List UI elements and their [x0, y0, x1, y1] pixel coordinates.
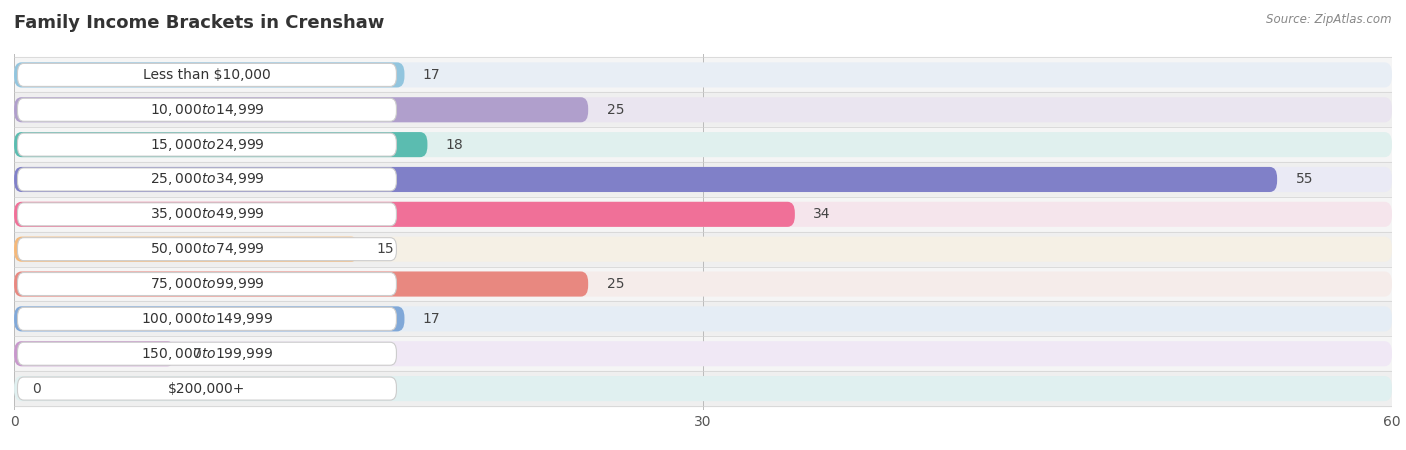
- FancyBboxPatch shape: [14, 63, 1392, 87]
- Text: $35,000 to $49,999: $35,000 to $49,999: [149, 206, 264, 222]
- Text: $25,000 to $34,999: $25,000 to $34,999: [149, 171, 264, 188]
- Bar: [14, 127, 1392, 162]
- FancyBboxPatch shape: [14, 271, 1392, 297]
- FancyBboxPatch shape: [14, 97, 588, 122]
- FancyBboxPatch shape: [14, 132, 1392, 157]
- Text: $10,000 to $14,999: $10,000 to $14,999: [149, 102, 264, 118]
- Bar: [14, 302, 1392, 336]
- FancyBboxPatch shape: [14, 132, 427, 157]
- FancyBboxPatch shape: [17, 168, 396, 191]
- FancyBboxPatch shape: [14, 341, 1392, 366]
- Bar: [14, 92, 1392, 127]
- Text: Family Income Brackets in Crenshaw: Family Income Brackets in Crenshaw: [14, 14, 384, 32]
- FancyBboxPatch shape: [14, 271, 588, 297]
- FancyBboxPatch shape: [17, 238, 396, 261]
- FancyBboxPatch shape: [17, 307, 396, 330]
- FancyBboxPatch shape: [14, 237, 359, 262]
- Bar: [14, 58, 1392, 92]
- Text: 18: 18: [446, 138, 464, 152]
- Text: $200,000+: $200,000+: [169, 382, 246, 396]
- Text: 0: 0: [32, 382, 41, 396]
- FancyBboxPatch shape: [17, 273, 396, 296]
- Text: 17: 17: [423, 68, 440, 82]
- FancyBboxPatch shape: [17, 377, 396, 400]
- Bar: [14, 266, 1392, 302]
- Text: 25: 25: [606, 277, 624, 291]
- FancyBboxPatch shape: [14, 306, 1392, 332]
- Bar: [14, 336, 1392, 371]
- Bar: [14, 232, 1392, 266]
- Text: $75,000 to $99,999: $75,000 to $99,999: [149, 276, 264, 292]
- FancyBboxPatch shape: [14, 306, 405, 332]
- Bar: [14, 371, 1392, 406]
- Text: 17: 17: [423, 312, 440, 326]
- FancyBboxPatch shape: [17, 342, 396, 365]
- Text: 34: 34: [813, 207, 831, 221]
- FancyBboxPatch shape: [14, 376, 1392, 401]
- FancyBboxPatch shape: [14, 167, 1277, 192]
- Text: 15: 15: [377, 242, 395, 256]
- Bar: [14, 162, 1392, 197]
- FancyBboxPatch shape: [17, 63, 396, 86]
- FancyBboxPatch shape: [14, 237, 1392, 262]
- Text: 25: 25: [606, 103, 624, 117]
- FancyBboxPatch shape: [14, 341, 174, 366]
- FancyBboxPatch shape: [14, 202, 1392, 227]
- FancyBboxPatch shape: [17, 98, 396, 121]
- Text: Source: ZipAtlas.com: Source: ZipAtlas.com: [1267, 14, 1392, 27]
- Text: 55: 55: [1295, 172, 1313, 186]
- FancyBboxPatch shape: [17, 133, 396, 156]
- FancyBboxPatch shape: [17, 203, 396, 226]
- Text: $150,000 to $199,999: $150,000 to $199,999: [141, 346, 273, 362]
- Text: $100,000 to $149,999: $100,000 to $149,999: [141, 311, 273, 327]
- Text: $15,000 to $24,999: $15,000 to $24,999: [149, 137, 264, 153]
- FancyBboxPatch shape: [14, 167, 1392, 192]
- FancyBboxPatch shape: [14, 63, 405, 87]
- Text: Less than $10,000: Less than $10,000: [143, 68, 271, 82]
- Bar: [14, 197, 1392, 232]
- Text: $50,000 to $74,999: $50,000 to $74,999: [149, 241, 264, 257]
- FancyBboxPatch shape: [14, 202, 794, 227]
- Text: 7: 7: [193, 347, 202, 361]
- FancyBboxPatch shape: [14, 97, 1392, 122]
